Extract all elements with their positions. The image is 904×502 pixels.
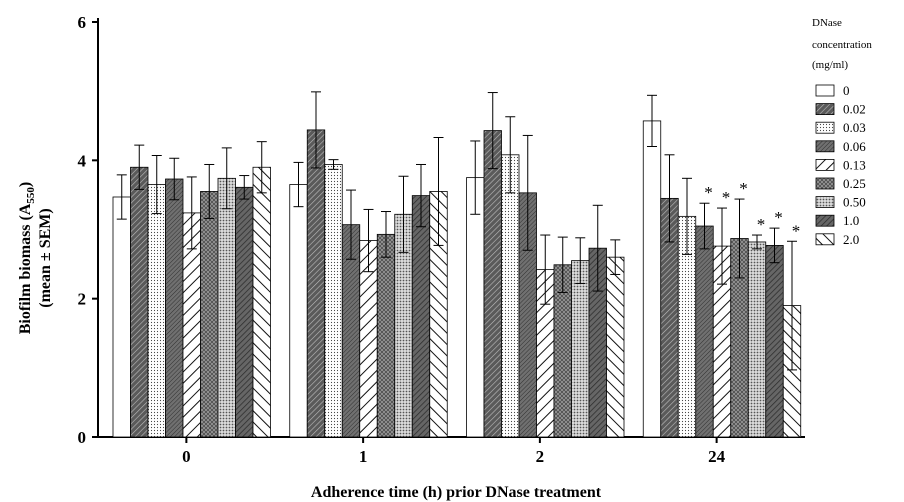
y-tick-label: 4 bbox=[78, 151, 87, 170]
bar bbox=[130, 166, 149, 438]
bar bbox=[642, 120, 662, 438]
x-tick-label: 2 bbox=[536, 447, 545, 466]
significance-asterisk: * bbox=[722, 188, 731, 207]
legend-title-line1: DNase bbox=[812, 17, 842, 29]
significance-asterisk: * bbox=[774, 208, 783, 227]
bar bbox=[112, 196, 131, 438]
bar bbox=[217, 177, 236, 438]
bar bbox=[483, 130, 502, 438]
legend-label: 0.25 bbox=[843, 176, 866, 191]
legend-label: 2.0 bbox=[843, 232, 859, 247]
bar bbox=[324, 164, 343, 438]
bar bbox=[501, 154, 520, 438]
significance-asterisk: * bbox=[792, 221, 801, 240]
legend-title-line3: (mg/ml) bbox=[812, 59, 848, 71]
bar bbox=[695, 225, 714, 438]
legend-swatch bbox=[815, 140, 835, 153]
significance-asterisk: * bbox=[757, 215, 766, 234]
legend-swatch bbox=[815, 233, 835, 246]
bar bbox=[571, 260, 590, 438]
significance-asterisk: * bbox=[739, 179, 748, 198]
x-tick-label: 0 bbox=[182, 447, 191, 466]
legend-title-line2: concentration bbox=[812, 39, 872, 51]
legend: 0 0.02 0.03 0.06 0.13 0.25 0.50 1.0 2.0 bbox=[815, 83, 866, 247]
bar bbox=[466, 177, 485, 438]
legend-label: 0.03 bbox=[843, 120, 866, 135]
bar bbox=[765, 245, 784, 438]
legend-label: 0.13 bbox=[843, 157, 866, 172]
legend-label: 0.02 bbox=[843, 102, 866, 117]
y-tick-label: 0 bbox=[78, 428, 87, 447]
legend-label: 0.50 bbox=[843, 195, 866, 210]
x-tick-label: 24 bbox=[708, 447, 726, 466]
bar bbox=[147, 184, 166, 438]
legend-swatch bbox=[815, 196, 835, 209]
y-tick-label: 6 bbox=[78, 13, 87, 32]
bar bbox=[376, 233, 396, 438]
bar bbox=[606, 256, 625, 438]
legend-swatch bbox=[815, 121, 835, 134]
legend-swatch bbox=[815, 84, 835, 97]
bar bbox=[306, 129, 326, 438]
legend-swatch bbox=[815, 177, 835, 190]
significance-asterisk: * bbox=[704, 183, 713, 202]
legend-label: 0.06 bbox=[843, 139, 866, 154]
bar bbox=[289, 184, 308, 438]
bar bbox=[411, 195, 431, 438]
x-tick-label: 1 bbox=[359, 447, 368, 466]
bar bbox=[252, 166, 271, 438]
y-axis-title-line1: Biofilm biomass (A550) bbox=[17, 182, 37, 335]
legend-label: 0 bbox=[843, 83, 850, 98]
bar bbox=[747, 241, 767, 438]
legend-swatch bbox=[815, 214, 835, 227]
legend-swatch bbox=[815, 158, 835, 171]
legend-label: 1.0 bbox=[843, 213, 859, 228]
legend-title: DNase concentration (mg/ml) bbox=[812, 17, 875, 71]
x-axis-title: Adherence time (h) prior DNase treatment bbox=[311, 484, 602, 501]
bar bbox=[235, 186, 254, 438]
bar bbox=[200, 191, 219, 438]
bar bbox=[165, 178, 184, 438]
y-tick-label: 2 bbox=[78, 290, 87, 309]
y-axis-title-line2: (mean ± SEM) bbox=[37, 208, 54, 307]
legend-swatch bbox=[815, 103, 835, 115]
